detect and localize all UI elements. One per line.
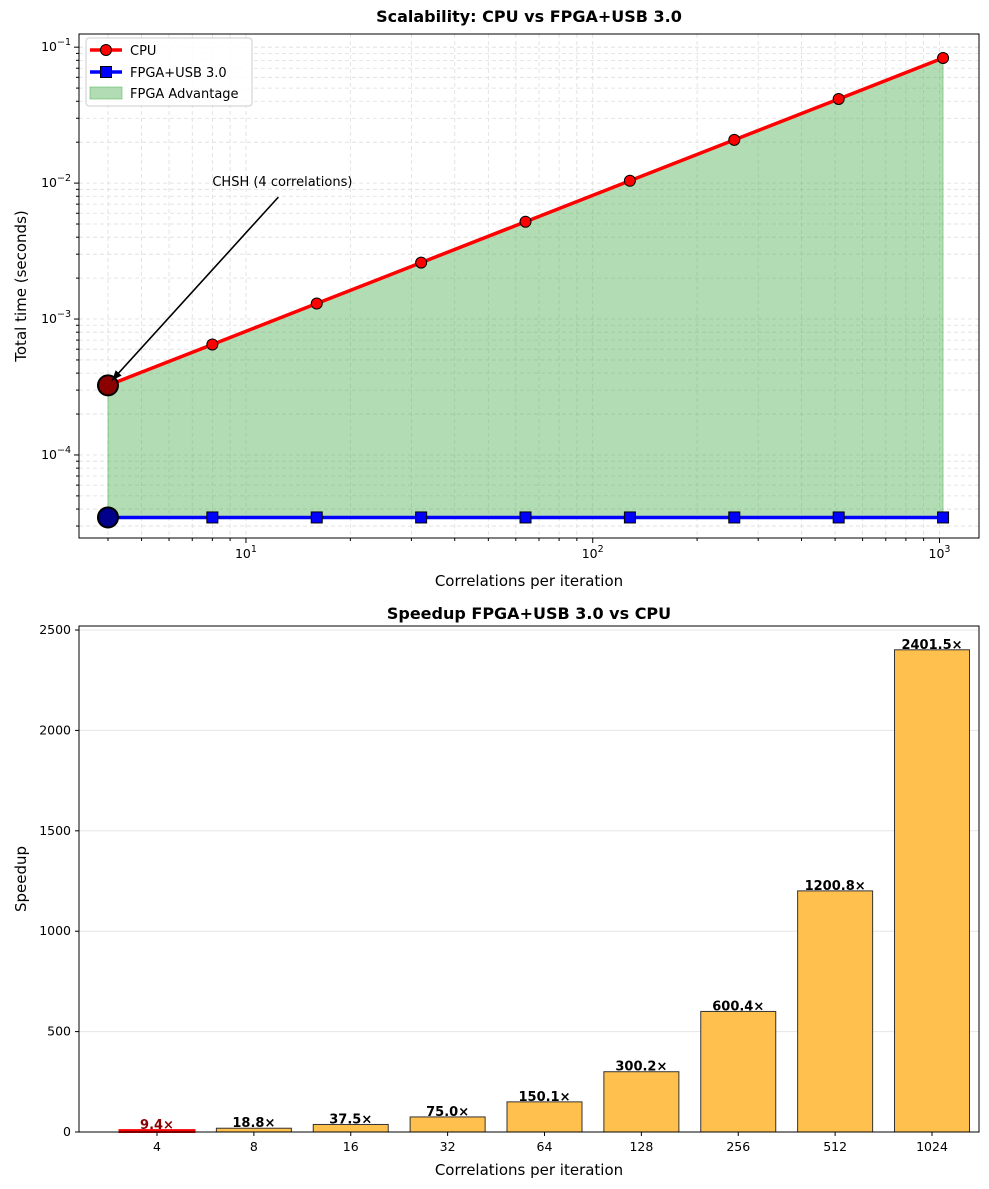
fpga-point — [206, 511, 219, 524]
time-chart-grid — [79, 34, 979, 538]
cpu-point — [937, 52, 950, 65]
fpga-point — [519, 511, 532, 524]
y-tick-label: 0 — [63, 1124, 71, 1139]
y-tick-label: 500 — [47, 1024, 71, 1039]
cpu-point — [832, 92, 845, 105]
speedup-bars — [118, 649, 970, 1134]
speedup-value-label: 2401.5× — [901, 638, 962, 653]
chsh-annotation: CHSH (4 correlations) — [111, 175, 352, 381]
speedup-value-labels: 9.4× 18.8× 37.5× 75.0× 150.1× 300.2× 600.4× 120… — [140, 638, 962, 1133]
time-chart-frame — [78, 33, 980, 539]
fpga-point — [415, 511, 428, 524]
legend-box — [85, 37, 253, 107]
fpga-point — [832, 511, 845, 524]
time-chart-title: Scalability: CPU vs FPGA+USB 3.0 — [376, 7, 682, 26]
time-chart-xlabel: Correlations per iteration — [435, 572, 623, 590]
x-tick-label: 32 — [440, 1139, 456, 1154]
y-tick-label: 10−3 — [41, 309, 71, 326]
legend-item-cpu: CPU — [90, 44, 156, 59]
x-tick-label: 4 — [153, 1139, 161, 1154]
time-chart-ticks: 101 102 103 10−4 10−3 10−2 10−1 — [41, 37, 950, 561]
speedup-chart-ticks: 0 500 1000 1500 2000 2500 4 8 16 32 64 128 256 512 102… — [39, 622, 948, 1154]
x-tick-label: 102 — [582, 544, 604, 561]
cpu-point — [415, 256, 428, 269]
legend-advantage-swatch — [89, 86, 123, 100]
x-tick-label: 101 — [235, 544, 257, 561]
time-chart-series — [96, 52, 950, 529]
legend-fpga-label: FPGA+USB 3.0 — [130, 66, 227, 81]
cpu-point — [206, 338, 219, 351]
fpga-point — [310, 511, 323, 524]
speedup-value-label: 150.1× — [518, 1090, 570, 1105]
x-tick-label: 8 — [250, 1139, 258, 1154]
legend-cpu-label: CPU — [130, 44, 156, 59]
annotation-arrow — [111, 196, 279, 381]
fpga-point — [728, 511, 741, 524]
speedup-value-label: 300.2× — [615, 1060, 667, 1075]
x-tick-label: 16 — [343, 1139, 359, 1154]
y-tick-label: 10−1 — [41, 37, 71, 54]
annotation-arrowhead — [111, 370, 122, 381]
time-chart-ylabel: Total time (seconds) — [12, 210, 30, 362]
annotation-text: CHSH (4 correlations) — [212, 175, 352, 190]
speedup-bar — [506, 1101, 583, 1133]
legend-item-advantage: FPGA Advantage — [89, 86, 239, 102]
y-tick-label: 2000 — [39, 722, 71, 737]
x-tick-label: 128 — [629, 1139, 653, 1154]
y-tick-label: 1000 — [39, 923, 71, 938]
x-tick-label: 512 — [823, 1139, 847, 1154]
x-tick-label: 1024 — [916, 1139, 948, 1154]
fpga-point — [623, 511, 636, 524]
speedup-chart-frame — [78, 625, 980, 1133]
time-chart: Scalability: CPU vs FPGA+USB 3.0 CHSH (4… — [12, 7, 980, 590]
legend-fpga-marker — [100, 66, 112, 78]
x-tick-label: 256 — [726, 1139, 750, 1154]
time-chart-legend: CPU FPGA+USB 3.0 FPGA Advantage — [85, 37, 253, 107]
y-tick-label: 2500 — [39, 622, 71, 637]
legend-advantage-label: FPGA Advantage — [130, 87, 239, 102]
x-tick-label: 103 — [929, 544, 951, 561]
speedup-bar — [894, 649, 970, 1133]
speedup-bar — [797, 890, 874, 1133]
speedup-value-label: 600.4× — [712, 999, 764, 1014]
speedup-value-label: 9.4× — [140, 1118, 174, 1133]
speedup-bar — [700, 1010, 777, 1133]
y-tick-label: 1500 — [39, 823, 71, 838]
speedup-chart-xlabel: Correlations per iteration — [435, 1161, 623, 1179]
x-tick-label: 64 — [537, 1139, 553, 1154]
legend-item-fpga: FPGA+USB 3.0 — [90, 66, 227, 81]
legend-cpu-marker — [100, 44, 112, 56]
speedup-value-label: 1200.8× — [805, 879, 866, 894]
speedup-bar — [603, 1071, 680, 1133]
speedup-value-label: 37.5× — [329, 1112, 372, 1127]
cpu-point — [310, 297, 323, 310]
cpu-point — [519, 215, 532, 228]
y-tick-label: 10−2 — [41, 173, 71, 190]
fpga-point — [937, 511, 950, 524]
speedup-chart-ylabel: Speedup — [12, 846, 30, 912]
y-tick-label: 10−4 — [41, 445, 71, 462]
chsh-fpga-highlight — [96, 506, 119, 529]
cpu-point — [728, 133, 741, 146]
cpu-point — [623, 174, 636, 187]
speedup-chart-title: Speedup FPGA+USB 3.0 vs CPU — [387, 604, 671, 623]
speedup-chart: Speedup FPGA+USB 3.0 vs CPU 9.4× 18.8× 37.… — [12, 604, 980, 1179]
speedup-value-label: 18.8× — [232, 1116, 275, 1131]
speedup-value-label: 75.0× — [426, 1105, 469, 1120]
